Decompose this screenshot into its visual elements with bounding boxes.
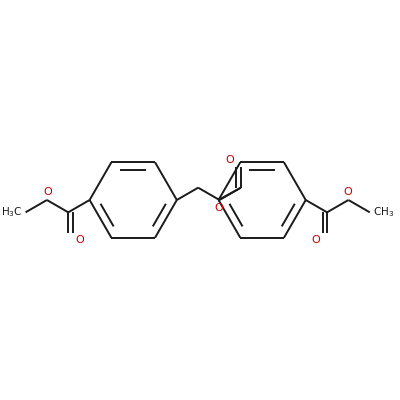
Text: O: O [214, 203, 223, 213]
Text: O: O [343, 187, 352, 197]
Text: O: O [75, 235, 84, 245]
Text: H$_3$C: H$_3$C [1, 206, 22, 219]
Text: O: O [312, 235, 320, 245]
Text: O: O [225, 155, 234, 165]
Text: CH$_3$: CH$_3$ [373, 206, 394, 219]
Text: O: O [43, 187, 52, 197]
